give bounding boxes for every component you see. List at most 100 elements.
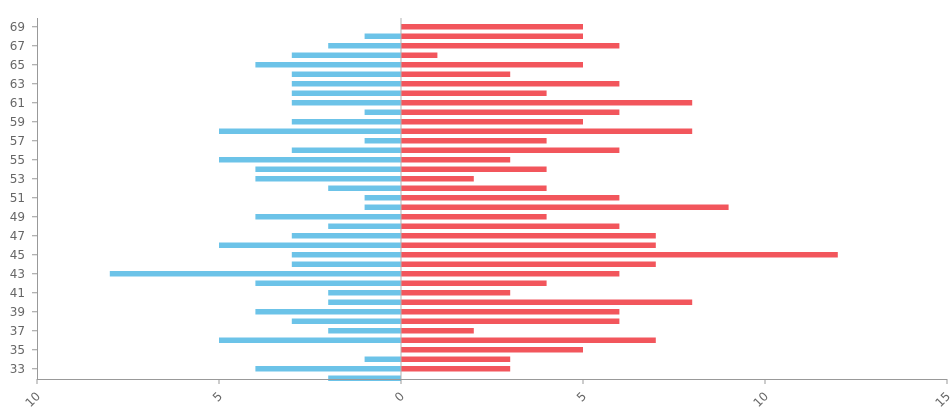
y-tick-label: 61: [10, 96, 25, 110]
x-tick-label: 0: [392, 389, 407, 404]
right-bar-48: [401, 223, 620, 229]
y-tick-label: 51: [10, 191, 25, 205]
left-bar-58: [219, 128, 401, 134]
right-bar-38: [401, 318, 620, 324]
right-bar-45: [401, 252, 838, 258]
right-bar-66: [401, 52, 438, 58]
left-bar-55: [219, 157, 401, 163]
right-bar-41: [401, 290, 511, 296]
right-bar-50: [401, 204, 729, 210]
left-bar-53: [255, 176, 401, 182]
y-tick-label: 45: [10, 248, 25, 262]
right-bar-43: [401, 271, 620, 277]
left-bar-59: [291, 119, 401, 125]
right-bar-64: [401, 71, 511, 77]
left-bar-44: [291, 261, 401, 267]
right-bar-52: [401, 185, 547, 191]
left-bar-33: [255, 366, 401, 372]
right-bar-34: [401, 356, 511, 362]
right-bar-62: [401, 90, 547, 96]
y-tick-label: 43: [10, 267, 25, 281]
left-bar-51: [364, 195, 401, 201]
y-tick-label: 57: [10, 134, 25, 148]
left-bar-63: [291, 81, 401, 87]
left-bar-41: [328, 290, 401, 296]
y-tick-label: 69: [10, 20, 25, 34]
y-tick-label: 47: [10, 229, 25, 243]
y-tick-label: 67: [10, 39, 25, 53]
left-bar-66: [291, 52, 401, 58]
y-tick-label: 33: [10, 362, 25, 376]
right-bar-57: [401, 138, 547, 144]
y-tick-label: 39: [10, 305, 25, 319]
left-bar-60: [364, 109, 401, 115]
right-bar-49: [401, 214, 547, 220]
left-bar-56: [291, 147, 401, 153]
x-tick-label: 5: [574, 389, 589, 404]
right-bar-51: [401, 195, 620, 201]
left-bar-47: [291, 233, 401, 239]
left-bar-49: [255, 214, 401, 220]
right-bar-36: [401, 337, 656, 343]
x-tick-label: 10: [22, 389, 43, 410]
left-bar-43: [109, 271, 402, 277]
left-bar-32: [328, 375, 401, 381]
left-bar-37: [328, 328, 401, 334]
y-tick-label: 41: [10, 286, 25, 300]
right-bar-35: [401, 347, 583, 353]
y-tick-label: 53: [10, 172, 25, 186]
left-bar-46: [219, 242, 401, 248]
right-bar-58: [401, 128, 693, 134]
y-tick-label: 49: [10, 210, 25, 224]
y-tick-label: 63: [10, 77, 25, 91]
right-bar-67: [401, 43, 620, 49]
right-bar-42: [401, 280, 547, 286]
right-bar-44: [401, 261, 656, 267]
right-bar-54: [401, 166, 547, 172]
x-tick-label: 10: [750, 389, 771, 410]
left-bar-34: [364, 356, 401, 362]
right-bar-60: [401, 109, 620, 115]
right-bar-65: [401, 62, 583, 68]
right-bar-39: [401, 309, 620, 315]
y-tick-label: 37: [10, 324, 25, 338]
left-bar-52: [328, 185, 401, 191]
left-bar-57: [364, 138, 401, 144]
y-tick-label: 35: [10, 343, 25, 357]
left-series-bars: [109, 33, 402, 381]
right-bar-46: [401, 242, 656, 248]
y-tick-label: 59: [10, 115, 25, 129]
right-bar-40: [401, 299, 693, 305]
right-bar-47: [401, 233, 656, 239]
right-series-bars: [401, 24, 838, 372]
left-bar-45: [291, 252, 401, 258]
left-bar-50: [364, 204, 401, 210]
left-bar-64: [291, 71, 401, 77]
left-bar-36: [219, 337, 401, 343]
right-bar-69: [401, 24, 583, 30]
left-bar-42: [255, 280, 401, 286]
right-bar-56: [401, 147, 620, 153]
left-bar-61: [291, 100, 401, 106]
right-bar-37: [401, 328, 474, 334]
x-tick-label: 15: [932, 389, 951, 410]
right-bar-59: [401, 119, 583, 125]
left-bar-62: [291, 90, 401, 96]
y-tick-label: 55: [10, 153, 25, 167]
left-bar-67: [328, 43, 401, 49]
left-bar-48: [328, 223, 401, 229]
y-tick-label: 65: [10, 58, 25, 72]
right-bar-61: [401, 100, 693, 106]
left-bar-40: [328, 299, 401, 305]
x-axis-ticks: 10 5 0 5 10 15: [22, 379, 951, 410]
left-bar-38: [291, 318, 401, 324]
right-bar-33: [401, 366, 511, 372]
left-bar-39: [255, 309, 401, 315]
right-bar-63: [401, 81, 620, 87]
right-bar-55: [401, 157, 511, 163]
right-bar-53: [401, 176, 474, 182]
left-bar-68: [364, 33, 401, 39]
x-tick-label: 5: [210, 389, 225, 404]
